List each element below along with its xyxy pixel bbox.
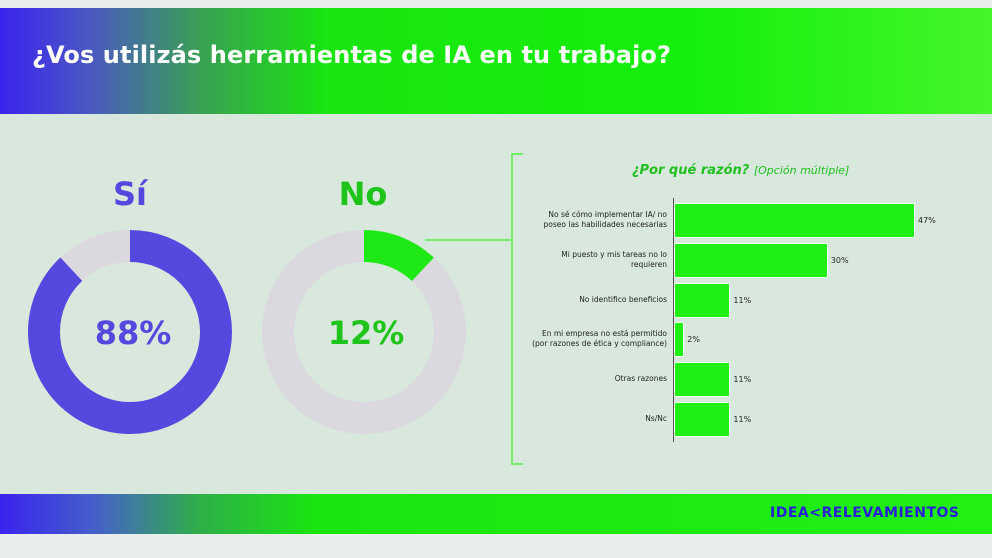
donut-percent-si: 88% [94,314,172,352]
bracket [511,153,523,465]
bar-chart-title-block: ¿Por qué razón? [Opción múltiple] [632,163,962,178]
header-banner: ¿Vos utilizás herramientas de IA en tu t… [0,8,992,114]
bar-value-label: 30% [830,256,849,265]
top-strip [0,0,992,8]
logo-separator: < [809,505,822,521]
bar-value-label: 11% [733,375,752,384]
logo-left: IDEA [770,505,810,521]
donut-no-slice [262,230,466,434]
bar [674,243,828,278]
bar-value-label: 47% [918,216,936,225]
bar [674,362,731,397]
donut-percent-no: 12% [327,314,405,352]
brand-logo: IDEA<RELEVAMIENTOS [770,505,959,521]
bar-value-label: 11% [733,296,752,305]
bar-category-label: Otras razones [614,374,667,383]
bar-category-label: No sé cómo implementar IA/ no poseo las … [543,210,667,229]
bar-axis-line [673,198,674,442]
footer-banner [0,494,992,534]
bar-value-label: 2% [687,335,700,344]
bar [674,322,685,357]
bar-chart-subtitle: [Opción múltiple] [753,164,850,177]
donut-label-si: Sí [112,175,147,213]
donut-chart-no [262,230,466,434]
bar-category-label: Ns/Nc [645,414,667,423]
page-title: ¿Vos utilizás herramientas de IA en tu t… [32,41,672,69]
donut-chart-si [28,230,232,434]
bar-value-label: 11% [733,415,752,424]
donut-label-no: No [338,175,388,213]
bar-category-label: No identifico beneficios [579,295,667,304]
connector-line [425,239,511,241]
logo-right: RELEVAMIENTOS [821,505,960,521]
bottom-strip [0,534,992,558]
bar-category-label: Mi puesto y mis tareas no lo requieren [561,250,667,269]
bar-category-label: En mi empresa no está permitido (por raz… [532,329,667,348]
bar-chart-title: ¿Por qué razón? [632,163,750,178]
donut-si-slice [28,230,232,434]
bar [674,283,731,318]
bar [674,402,731,437]
bar [674,203,915,238]
